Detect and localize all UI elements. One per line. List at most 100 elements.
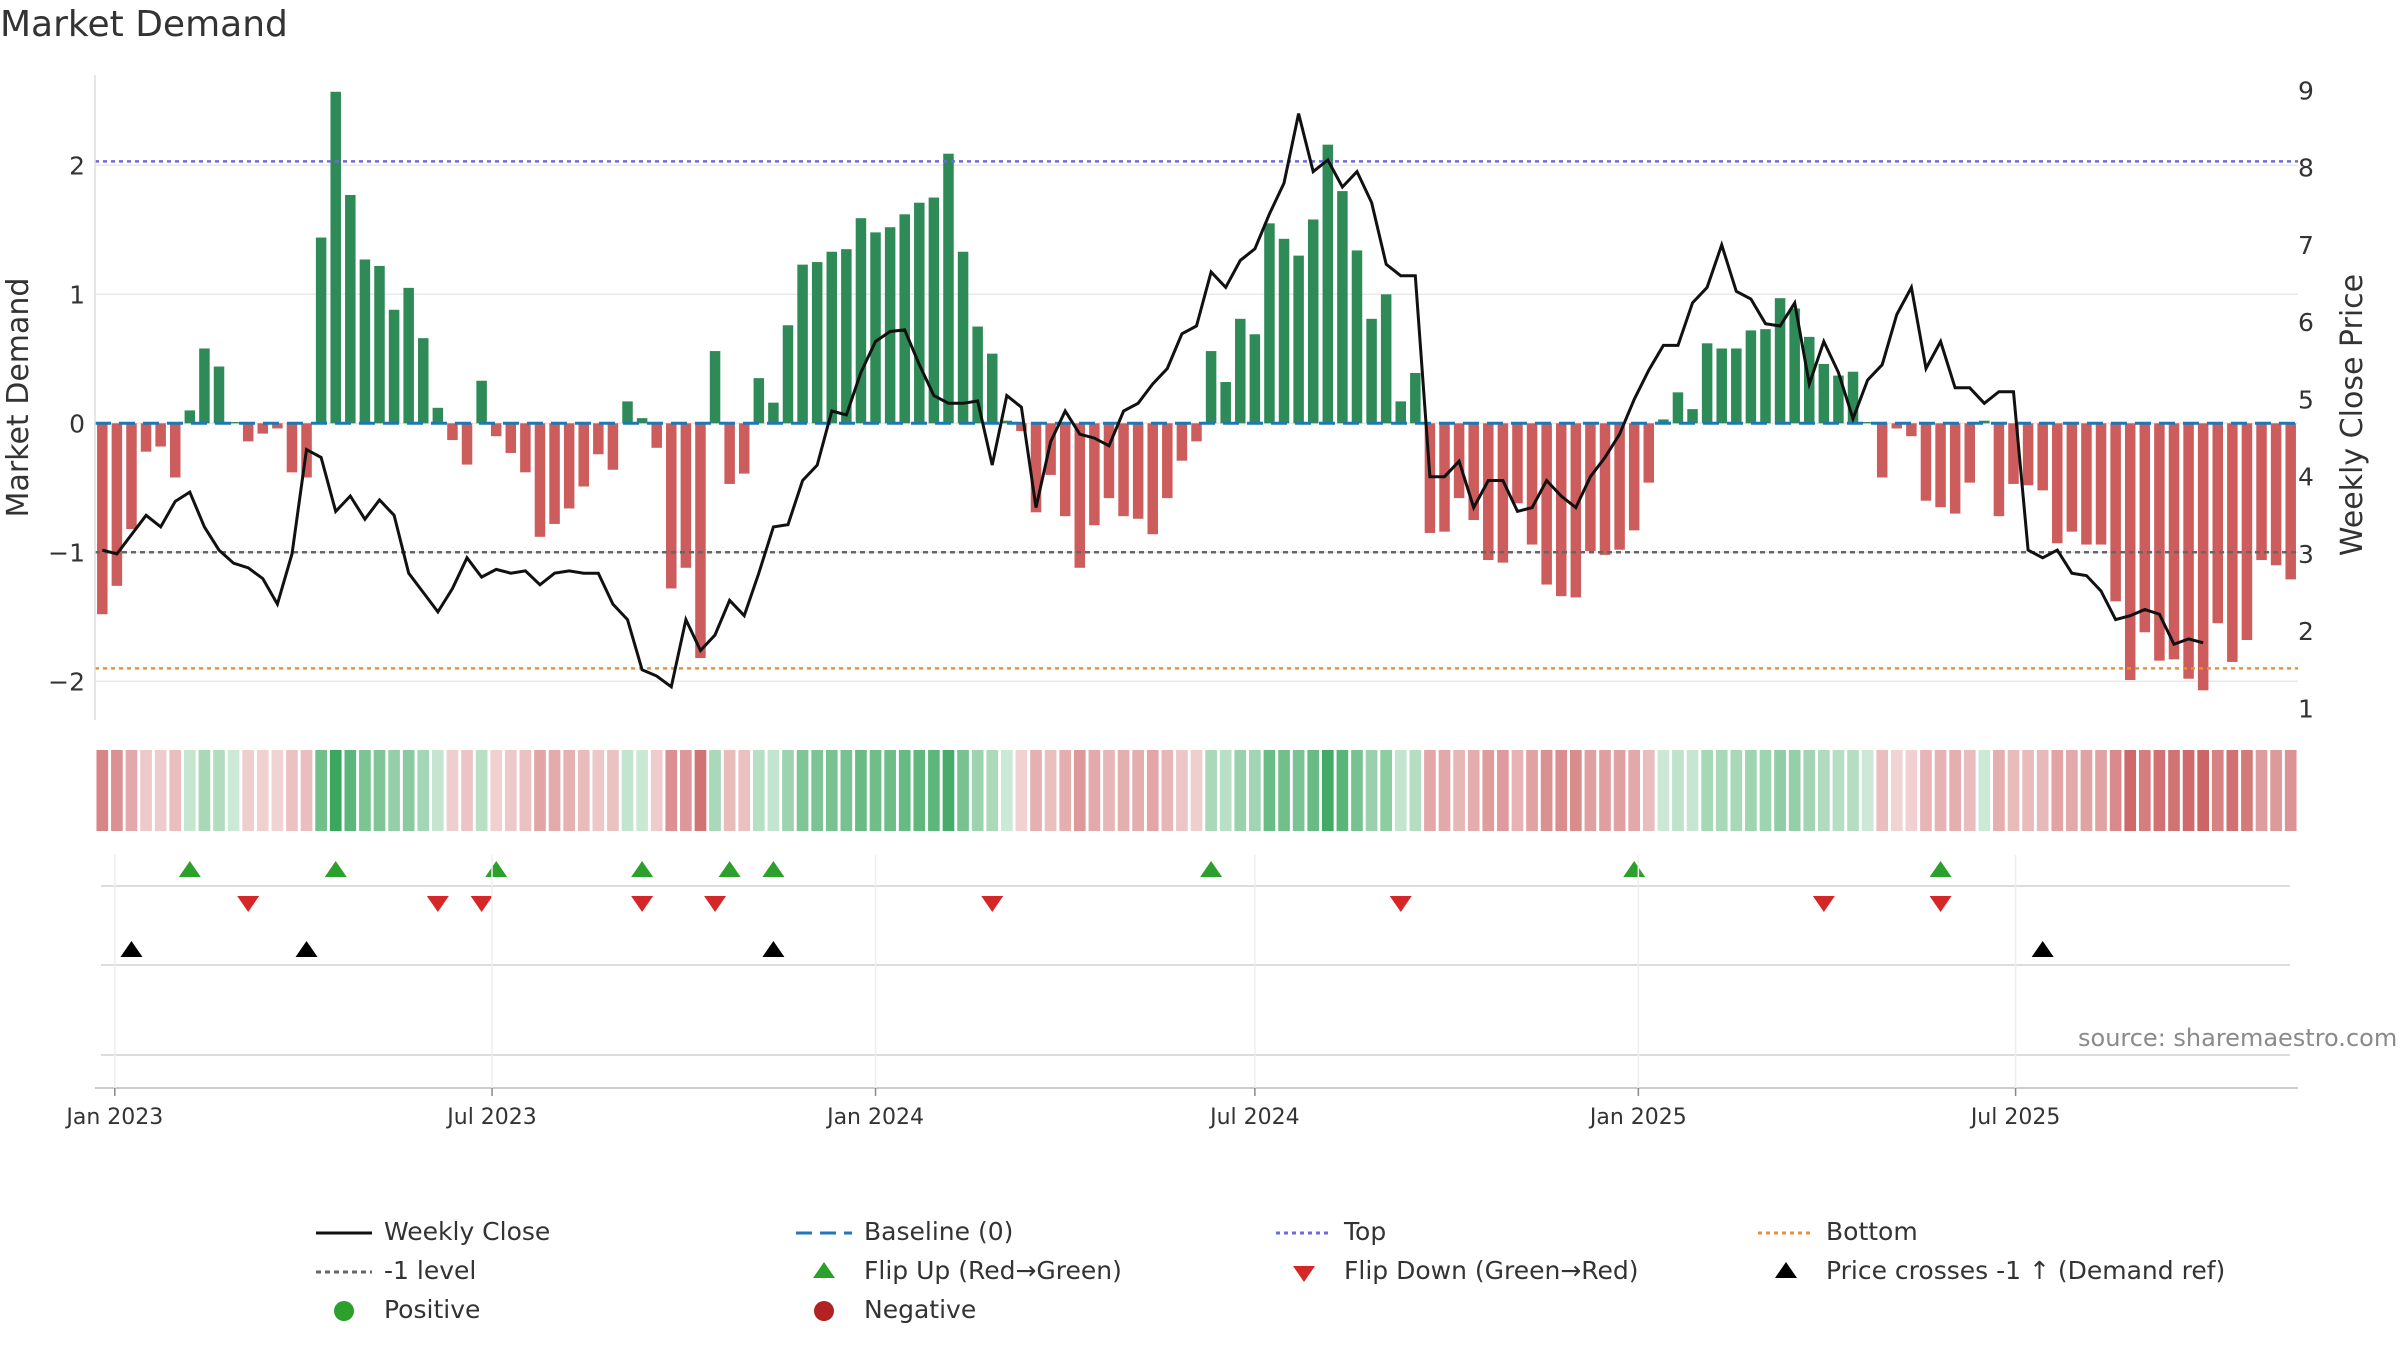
heat-cell <box>694 750 707 831</box>
heat-cell <box>271 750 284 831</box>
heat-cell <box>1555 750 1568 831</box>
heat-cell <box>1117 750 1130 831</box>
demand-bar <box>2168 423 2180 660</box>
heat-cell <box>1540 750 1553 831</box>
heat-cell <box>650 750 663 831</box>
y2-tick-label: 7 <box>2298 231 2314 260</box>
heat-cell <box>1321 750 1334 831</box>
demand-bar <box>330 91 341 424</box>
demand-bar <box>242 423 254 442</box>
heat-cell <box>1745 750 1757 831</box>
demand-bar <box>2037 423 2048 491</box>
heat-cell <box>1890 750 1903 831</box>
demand-bar <box>418 338 429 424</box>
y2-tick-label: 1 <box>2298 694 2314 723</box>
heat-cell <box>636 750 648 831</box>
heat-cell <box>709 750 721 831</box>
heat-cell <box>1701 750 1713 831</box>
demand-bar <box>1862 422 1873 424</box>
heat-cell <box>2022 750 2034 831</box>
demand-bar <box>957 251 969 424</box>
demand-bar <box>1045 423 1056 475</box>
legend-dotted-icon <box>1276 1231 1332 1235</box>
demand-bar <box>549 423 560 524</box>
heat-cell <box>2168 750 2180 831</box>
demand-bar <box>1512 423 1523 504</box>
demand-bar <box>126 423 137 530</box>
date-axis: Jan 2023 Jul 2023 Jan 2024 Jul 2024 Jan 2025… <box>64 855 2298 1130</box>
x-tick-label: Jan 2023 <box>64 1105 163 1130</box>
legend-dotted-icon <box>316 1270 372 1274</box>
event-markers <box>101 861 2290 1056</box>
demand-bar <box>1249 334 1261 424</box>
heat-cell <box>1497 750 1509 831</box>
demand-bar <box>593 423 604 455</box>
demand-bar <box>1497 423 1509 563</box>
heat-cell <box>1584 750 1597 831</box>
heat-cell <box>1292 750 1305 831</box>
heat-cell <box>913 750 926 831</box>
flip-up-marker <box>485 861 508 877</box>
weekly-close-line <box>101 113 2204 690</box>
demand-bar <box>1235 318 1246 424</box>
heat-cell <box>1526 750 1538 831</box>
heat-cell <box>665 750 678 831</box>
demand-bar <box>607 423 619 470</box>
heat-cell <box>198 750 211 831</box>
demand-bar <box>1483 423 1494 561</box>
heat-cell <box>402 750 415 831</box>
heat-cell <box>1569 750 1582 831</box>
heat-cell <box>1686 750 1699 831</box>
demand-bar <box>943 153 954 424</box>
demand-bar <box>272 423 283 429</box>
demand-bar <box>461 423 473 465</box>
demand-bar <box>1278 238 1290 424</box>
heat-cell <box>1963 750 1976 831</box>
demand-bar <box>1935 423 1946 508</box>
heat-cell <box>1993 750 2005 831</box>
legend-label: -1 level <box>384 1256 477 1285</box>
demand-bar <box>2066 423 2078 532</box>
heat-cell <box>782 750 794 831</box>
flip-up-marker <box>1623 861 1646 877</box>
demand-bar <box>986 353 998 424</box>
heat-cell <box>344 750 357 831</box>
demand-bar <box>359 259 371 424</box>
heat-cell <box>1715 750 1728 831</box>
demand-bar <box>1555 423 1567 597</box>
demand-bar <box>2052 423 2063 544</box>
demand-bar <box>1351 250 1363 424</box>
heat-cell <box>563 750 575 831</box>
heat-cell <box>1365 750 1378 831</box>
heat-cell <box>359 750 371 831</box>
heat-cell <box>504 750 517 831</box>
legend-label: Flip Up (Red→Green) <box>864 1256 1122 1285</box>
demand-bar <box>1293 255 1304 424</box>
demand-bar <box>1395 401 1407 424</box>
demand-bar <box>1847 371 1859 424</box>
heat-cell <box>2197 750 2210 831</box>
demand-bar <box>1541 423 1552 585</box>
demand-bar <box>213 366 225 424</box>
demand-bar <box>388 309 400 424</box>
heat-cell <box>534 750 546 831</box>
demand-bar <box>1716 348 1727 424</box>
heat-cell <box>256 750 269 831</box>
heat-cell <box>1088 750 1101 831</box>
y2-tick-label: 6 <box>2298 308 2314 337</box>
source-credit: source: sharemaestro.com <box>2078 1024 2398 1052</box>
legend-label: Bottom <box>1826 1217 1918 1246</box>
demand-bar <box>1307 219 1319 424</box>
demand-bar <box>928 197 940 424</box>
heat-cell <box>432 750 444 831</box>
heat-cell <box>1599 750 1611 831</box>
heat-cell <box>2241 750 2253 831</box>
flip-up-marker <box>762 861 785 877</box>
heat-cell <box>767 750 780 831</box>
heat-cell <box>1482 750 1495 831</box>
demand-bar <box>2270 423 2282 566</box>
demand-bar <box>2285 423 2296 580</box>
demand-bar <box>1322 144 1334 424</box>
heat-cell <box>2153 750 2166 831</box>
heat-cell <box>811 750 824 831</box>
